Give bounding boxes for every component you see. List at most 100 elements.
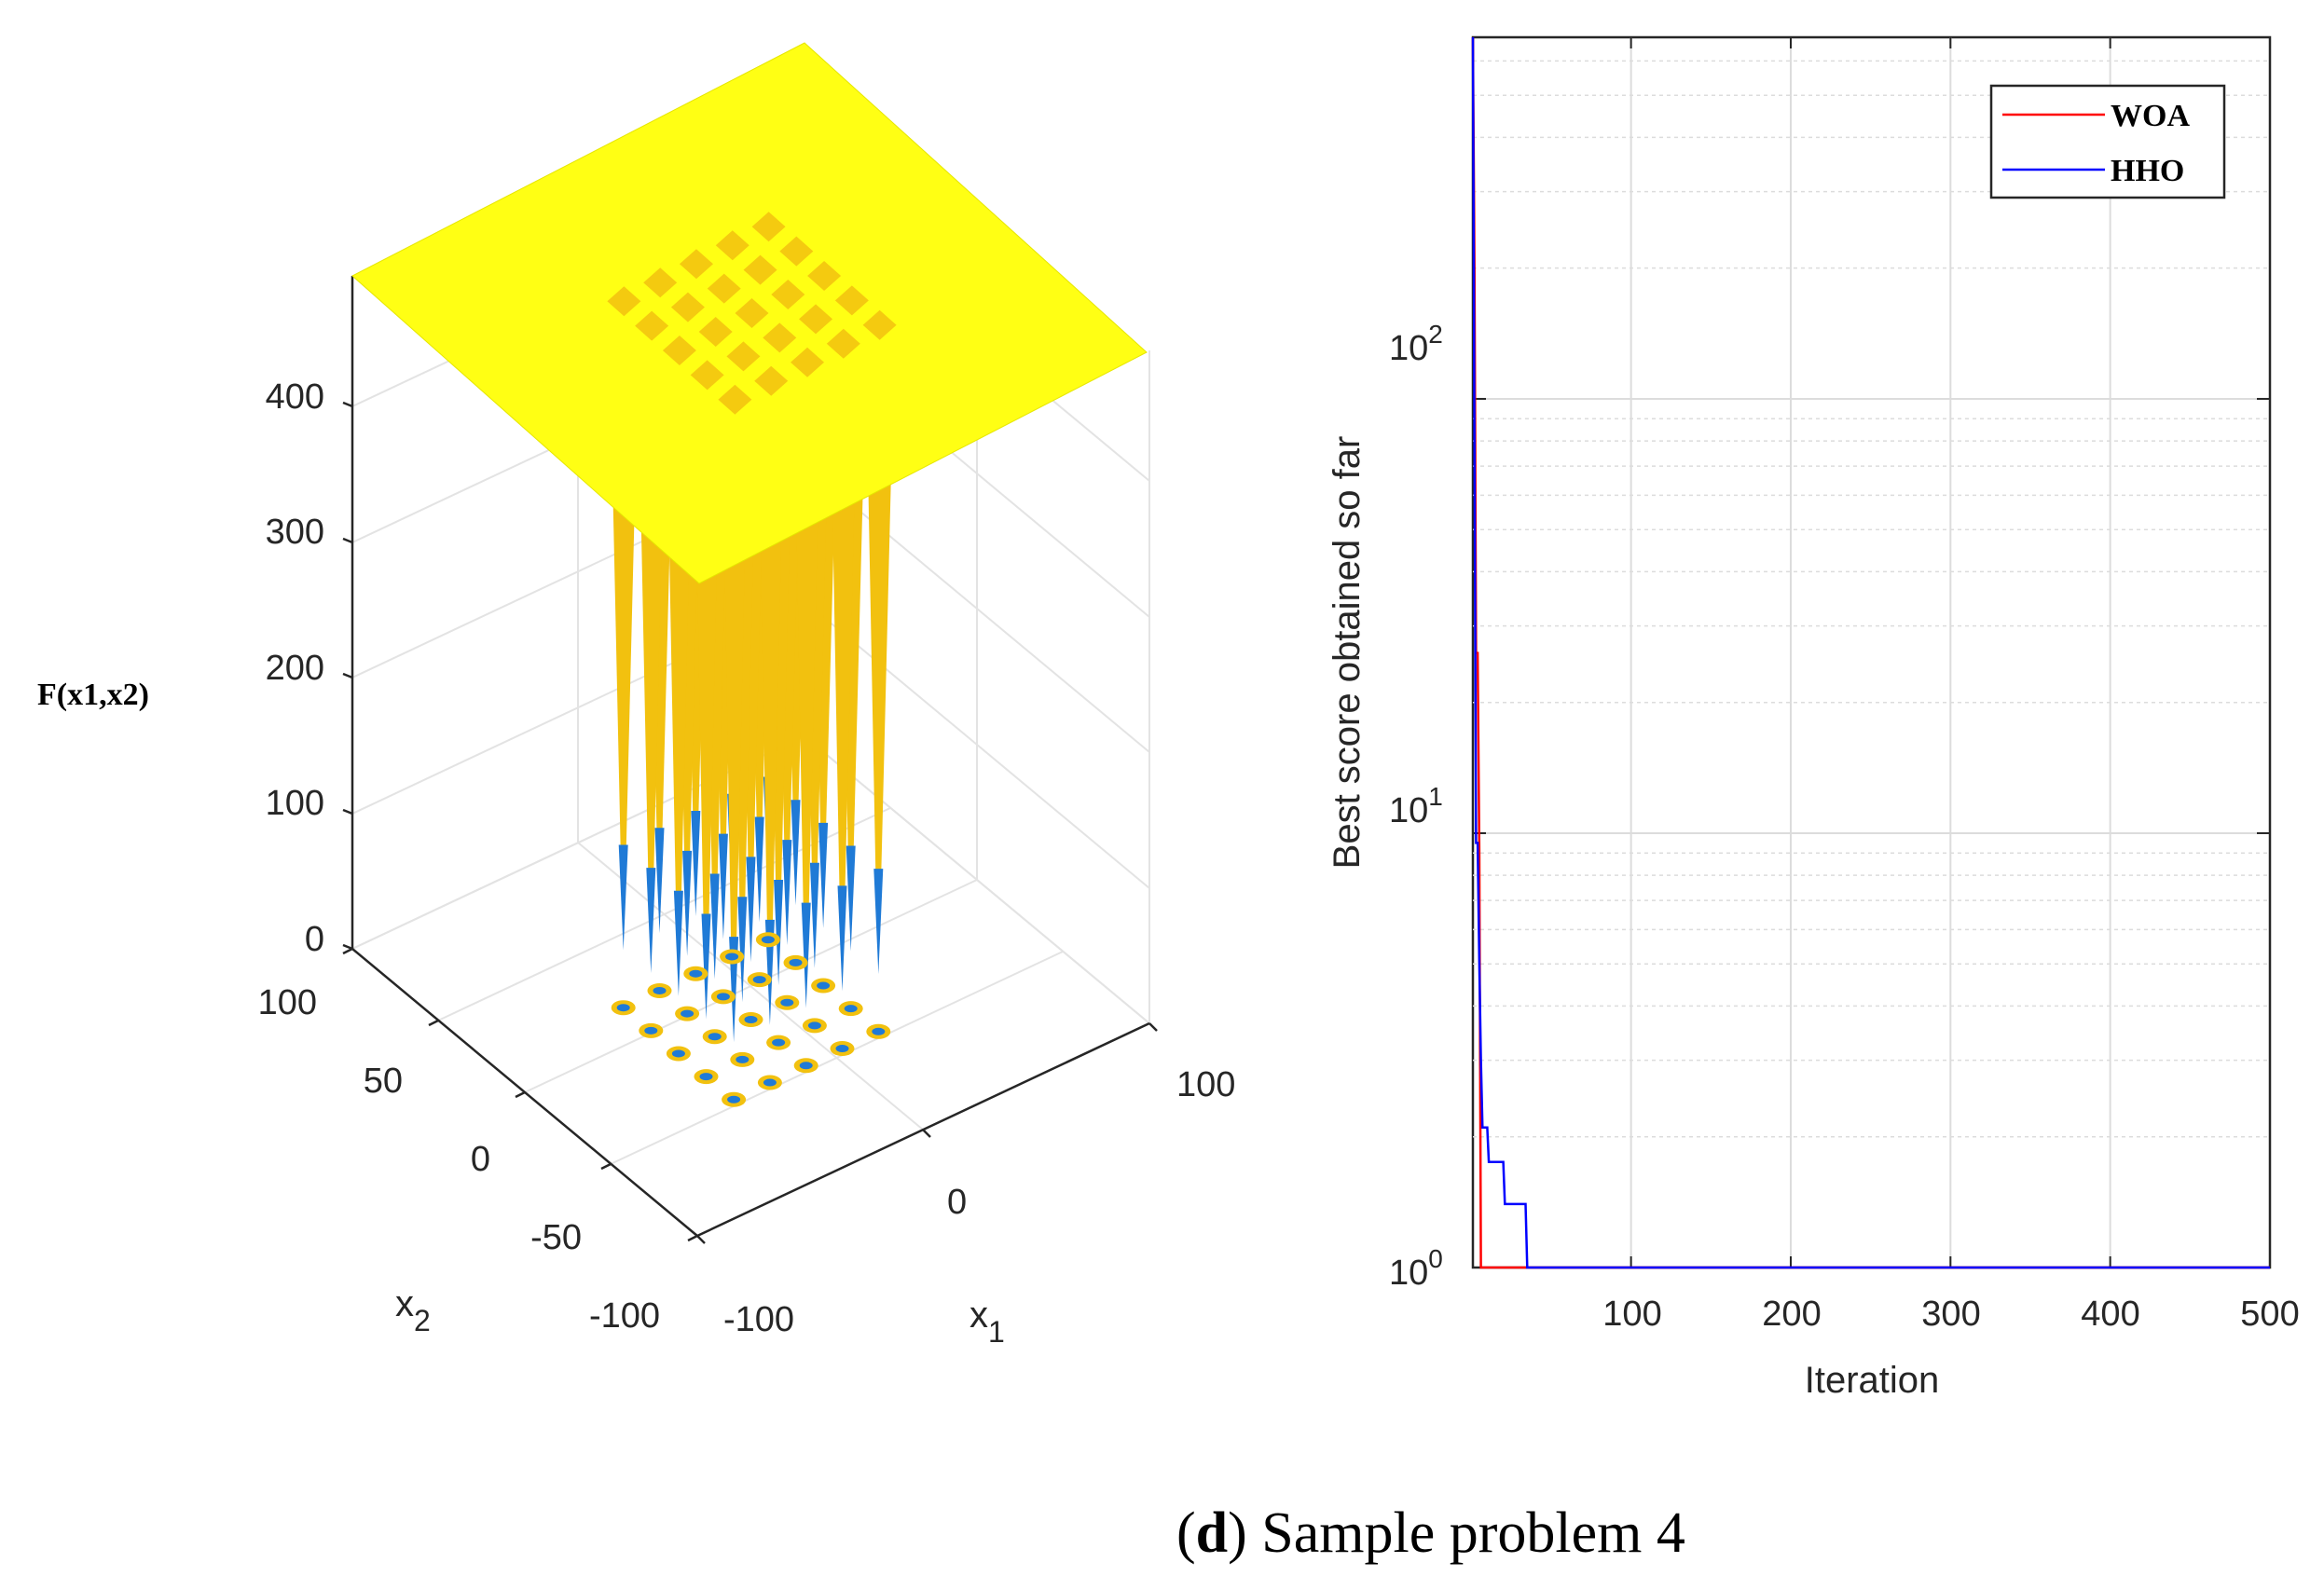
well-spike-tip <box>846 845 856 952</box>
well-spike-body <box>759 447 784 925</box>
x-tick-0: 0 <box>947 1183 967 1222</box>
plateau-dimple <box>662 336 696 365</box>
plateau-dimple <box>643 267 678 298</box>
well-spike-tip <box>691 811 701 917</box>
x-tick-400: 400 <box>2081 1295 2139 1334</box>
well-minimum-center <box>780 998 794 1007</box>
y-tick-1e2: 102 <box>1389 320 1443 368</box>
legend-box <box>1989 84 2226 199</box>
z-tick-400: 400 <box>266 377 324 417</box>
plateau-dimple <box>679 249 713 280</box>
well-spike-body <box>722 447 748 942</box>
well-minimum-center <box>744 1016 758 1023</box>
y-tick-50: 50 <box>364 1062 403 1101</box>
x-tick-minus100: -100 <box>723 1300 794 1339</box>
legend: WOA HHO <box>1989 84 2226 199</box>
plateau-dimple <box>799 304 833 335</box>
well-minimum-center <box>681 1009 694 1018</box>
well-spike-tip <box>682 850 693 956</box>
well-minimum-center <box>716 993 730 1001</box>
well-minimum-center <box>689 969 703 978</box>
well-minimum-center <box>817 981 831 990</box>
well-spike <box>831 447 856 992</box>
figure-caption: (d) Sample problem 4 <box>1176 1501 1685 1565</box>
x-tick-marks <box>696 1022 1158 1244</box>
plateau-dimple <box>690 360 724 391</box>
legend-woa-label: WOA <box>2111 99 2190 133</box>
well-minimum-center <box>763 1078 777 1087</box>
well-spike-tip <box>654 828 665 934</box>
plateau-dimple <box>726 341 761 372</box>
y-tick-1e0: 100 <box>1389 1244 1443 1293</box>
plateau-dimple <box>607 286 641 317</box>
x-tick-100: 100 <box>1602 1295 1661 1334</box>
y-tick-minus100: -100 <box>589 1296 660 1336</box>
plateau-dimple <box>807 261 842 291</box>
x-axis-label: x1 <box>969 1295 1005 1349</box>
well-minimum-center <box>872 1027 886 1035</box>
well-spike-tip <box>837 885 847 992</box>
well-minimum-center <box>752 976 766 984</box>
well-minimum-center <box>708 1033 722 1041</box>
well-minimum-center <box>761 936 775 944</box>
plateau-dimple <box>754 365 789 396</box>
well-minimum-center <box>653 986 667 994</box>
legend-hho-label: HHO <box>2111 154 2184 188</box>
well-spike <box>612 447 637 951</box>
plateau-dimple <box>791 347 825 377</box>
well-spike-tip <box>673 890 683 996</box>
well-spike-tip <box>646 868 656 974</box>
well-spike-tip <box>791 800 801 906</box>
z-tick-300: 300 <box>266 513 324 552</box>
well-spike-tip <box>618 844 628 951</box>
z-tick-200: 200 <box>266 649 324 688</box>
plateau-dimple <box>735 298 769 328</box>
plateau-dimple <box>779 236 814 267</box>
well-spike <box>867 447 892 975</box>
well-spike-body <box>612 447 637 850</box>
well-spike-body <box>831 447 856 891</box>
x-axis-label: Iteration <box>1805 1360 1940 1401</box>
plateau-dimples <box>607 212 897 415</box>
well-spike <box>795 447 820 1008</box>
well-minimum-center <box>671 1049 685 1058</box>
well-spike-tip <box>818 822 829 928</box>
plateau-dimple <box>718 384 752 415</box>
well-minimum-center <box>644 1026 658 1035</box>
x-tick-500: 500 <box>2240 1295 2299 1334</box>
y-tick-100: 100 <box>258 983 317 1022</box>
y-axis-label: Best score obtained so far <box>1327 436 1368 870</box>
x-tick-100: 100 <box>1176 1065 1235 1104</box>
well-minimum-center <box>699 1073 713 1081</box>
well-spike-body <box>639 447 665 873</box>
z-axis-label: F(x1,x2) <box>37 678 149 712</box>
well-spike-tip <box>809 862 819 968</box>
convergence-lines <box>1471 36 2270 1269</box>
well-minimum-center <box>772 1038 786 1047</box>
well-spike-tip <box>701 913 711 1020</box>
z-tick-marks <box>342 401 353 951</box>
plateau-dimple <box>763 322 797 353</box>
y-tick-minus50: -50 <box>530 1218 582 1257</box>
well-spike-tip <box>718 833 728 939</box>
y-tick-0: 0 <box>471 1140 490 1179</box>
well-minimum-center <box>725 953 739 961</box>
plateau-dimple <box>670 292 705 322</box>
plateau-dimple <box>826 328 860 359</box>
plot-area <box>1471 35 2272 1269</box>
plateau-dimple <box>715 230 749 261</box>
z-tick-100: 100 <box>266 784 324 823</box>
well-spike <box>639 447 665 974</box>
plateau-dimple <box>751 212 786 242</box>
x-tick-300: 300 <box>1921 1295 1980 1334</box>
plateau-dimple <box>698 317 733 347</box>
plateau-dimple <box>862 309 897 340</box>
plateau-dimple <box>771 280 805 309</box>
well-spike-tip <box>801 902 811 1008</box>
well-spike-tip <box>746 857 756 963</box>
plateau-dimple <box>834 285 869 316</box>
well-spike-tip <box>774 879 784 985</box>
y-axis-label: x2 <box>395 1283 431 1337</box>
x-tick-200: 200 <box>1762 1295 1821 1334</box>
y-tick-marks <box>342 947 698 1242</box>
